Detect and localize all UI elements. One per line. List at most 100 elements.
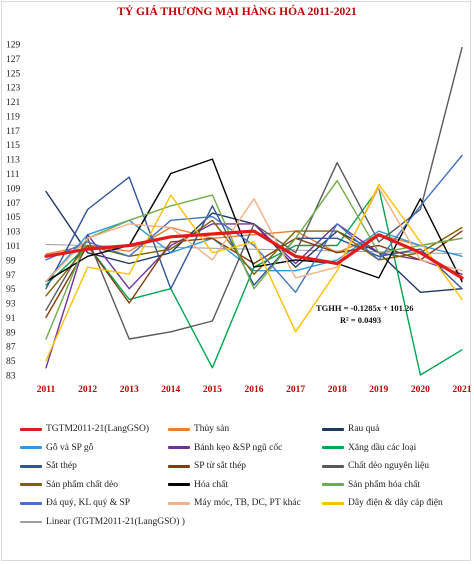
legend-label: TGTM2011-21(LangGSO) [46, 424, 150, 434]
legend-item: Máy móc, TB, DC, PT khác [168, 498, 301, 508]
x-tick-label: 2019 [369, 385, 388, 395]
legend-item: Đá quý, KL quý & SP [20, 498, 130, 508]
y-tick-label: 119 [6, 112, 20, 122]
legend-swatch [168, 427, 190, 431]
y-tick-label: 107 [6, 199, 21, 209]
legend-swatch [20, 427, 42, 431]
chart-title: TỶ GIÁ THƯƠNG MẠI HÀNG HÓA 2011-2021 [117, 6, 357, 18]
legend-label: Sắt thép [46, 461, 77, 472]
legend-item: Sắt thép [20, 461, 77, 471]
series-line [44, 229, 464, 280]
legend-item: Hóa chất [168, 480, 228, 490]
y-tick-label: 109 [6, 184, 21, 194]
y-tick-label: 115 [6, 141, 20, 151]
legend-swatch [20, 464, 42, 468]
legend-item: TGTM2011-21(LangGSO) [20, 424, 149, 434]
legend-item: Sản phẩm hóa chất [322, 480, 420, 490]
x-tick-label: 2012 [78, 385, 97, 395]
y-tick-label: 127 [6, 55, 21, 65]
x-tick-label: 2018 [328, 385, 347, 395]
series-line [45, 46, 463, 340]
legend-swatch [20, 446, 42, 450]
legend-swatch [20, 483, 42, 487]
legend-label: Máy móc, TB, DC, PT khác [194, 498, 301, 509]
y-tick-label: 113 [6, 156, 20, 166]
y-tick-label: 99 [6, 256, 16, 266]
x-tick-label: 2017 [286, 385, 305, 395]
legend-swatch [20, 501, 42, 505]
legend-label: Xăng dầu các loại [348, 442, 417, 453]
series-line [45, 187, 463, 376]
legend-label: Sản phẩm hóa chất [348, 479, 421, 490]
y-tick-label: 129 [6, 41, 21, 51]
legend-item: Gỗ và SP gỗ [20, 443, 93, 453]
x-tick-label: 2021 [453, 385, 472, 395]
line-chart: 83 85 87 89 91 93 95 97 99 101 103 105 107 109 111 113 1… [6, 41, 472, 396]
x-tick-label: 2020 [411, 385, 430, 395]
legend: TGTM2011-21(LangGSO) Thủy sản Rau quả Gỗ và… [20, 424, 470, 556]
legend-label: Chất dẻo nguyên liệu [348, 461, 429, 472]
r-squared-label: R² = 0.0493 [340, 315, 381, 325]
legend-item: SP từ sắt thép [168, 461, 246, 471]
legend-item: Xăng dầu các loại [322, 443, 416, 453]
legend-swatch [322, 501, 344, 505]
legend-label: Linear (TGTM2011-21(LangGSO) ) [46, 517, 185, 527]
y-tick-label: 111 [6, 170, 20, 180]
series-line [45, 183, 463, 362]
x-tick-label: 2015 [203, 385, 222, 395]
y-tick-label: 125 [6, 69, 21, 79]
legend-label: Bánh kẹo &SP ngũ cốc [194, 442, 283, 453]
legend-swatch [322, 446, 344, 450]
legend-swatch [168, 446, 190, 450]
y-tick-label: 117 [6, 127, 20, 137]
legend-item: Dây điện & dây cáp điện [322, 498, 443, 508]
series-line [45, 179, 463, 340]
y-tick-label: 85 [6, 357, 16, 367]
y-tick-label: 103 [6, 228, 21, 238]
legend-swatch [168, 483, 190, 487]
series-line [45, 219, 463, 283]
x-tick-label: 2011 [37, 385, 56, 395]
x-axis: 2011 2012 2013 2014 2015 2016 2017 2018 2019 2020… [37, 385, 472, 395]
legend-label: Thủy sản [194, 424, 230, 434]
y-tick-label: 97 [6, 271, 16, 281]
legend-item: Linear (TGTM2011-21(LangGSO) ) [20, 517, 185, 527]
x-tick-label: 2016 [245, 385, 264, 395]
y-tick-label: 89 [6, 328, 16, 338]
legend-swatch [20, 521, 42, 523]
legend-swatch [168, 501, 190, 505]
legend-item: Sản phẩm chất dẻo [20, 480, 118, 490]
legend-item: Rau quả [322, 424, 379, 434]
legend-label: SP từ sắt thép [194, 461, 247, 472]
y-tick-label: 123 [6, 84, 21, 94]
y-tick-label: 83 [6, 372, 16, 382]
legend-label: Hóa chất [194, 479, 229, 490]
y-tick-label: 121 [6, 98, 21, 108]
series-lines [44, 46, 464, 376]
legend-label: Gỗ và SP gỗ [46, 442, 94, 453]
y-tick-label: 101 [6, 242, 21, 252]
legend-swatch [322, 464, 344, 468]
legend-swatch [322, 427, 344, 431]
y-axis: 83 85 87 89 91 93 95 97 99 101 103 105 107 109 111 113 1… [6, 41, 21, 382]
series-line [45, 176, 463, 290]
legend-label: Sản phẩm chất dẻo [46, 479, 119, 490]
y-tick-label: 95 [6, 285, 16, 295]
y-tick-label: 93 [6, 300, 16, 310]
legend-label: Rau quả [348, 424, 380, 434]
legend-item: Thủy sản [168, 424, 229, 434]
y-tick-label: 87 [6, 343, 16, 353]
trendline-equation: TGHH = -0.1285x + 101.26 [316, 303, 414, 313]
series-line [45, 158, 463, 283]
series-line [45, 219, 463, 297]
legend-label: Đá quý, KL quý & SP [46, 498, 131, 509]
legend-item: Bánh kẹo &SP ngũ cốc [168, 443, 282, 453]
series-line [45, 187, 463, 283]
y-tick-label: 105 [6, 213, 21, 223]
y-tick-label: 91 [6, 314, 16, 324]
legend-swatch [168, 464, 190, 468]
legend-item: Chất dẻo nguyên liệu [322, 461, 429, 471]
legend-swatch [322, 483, 344, 487]
x-tick-label: 2013 [120, 385, 139, 395]
